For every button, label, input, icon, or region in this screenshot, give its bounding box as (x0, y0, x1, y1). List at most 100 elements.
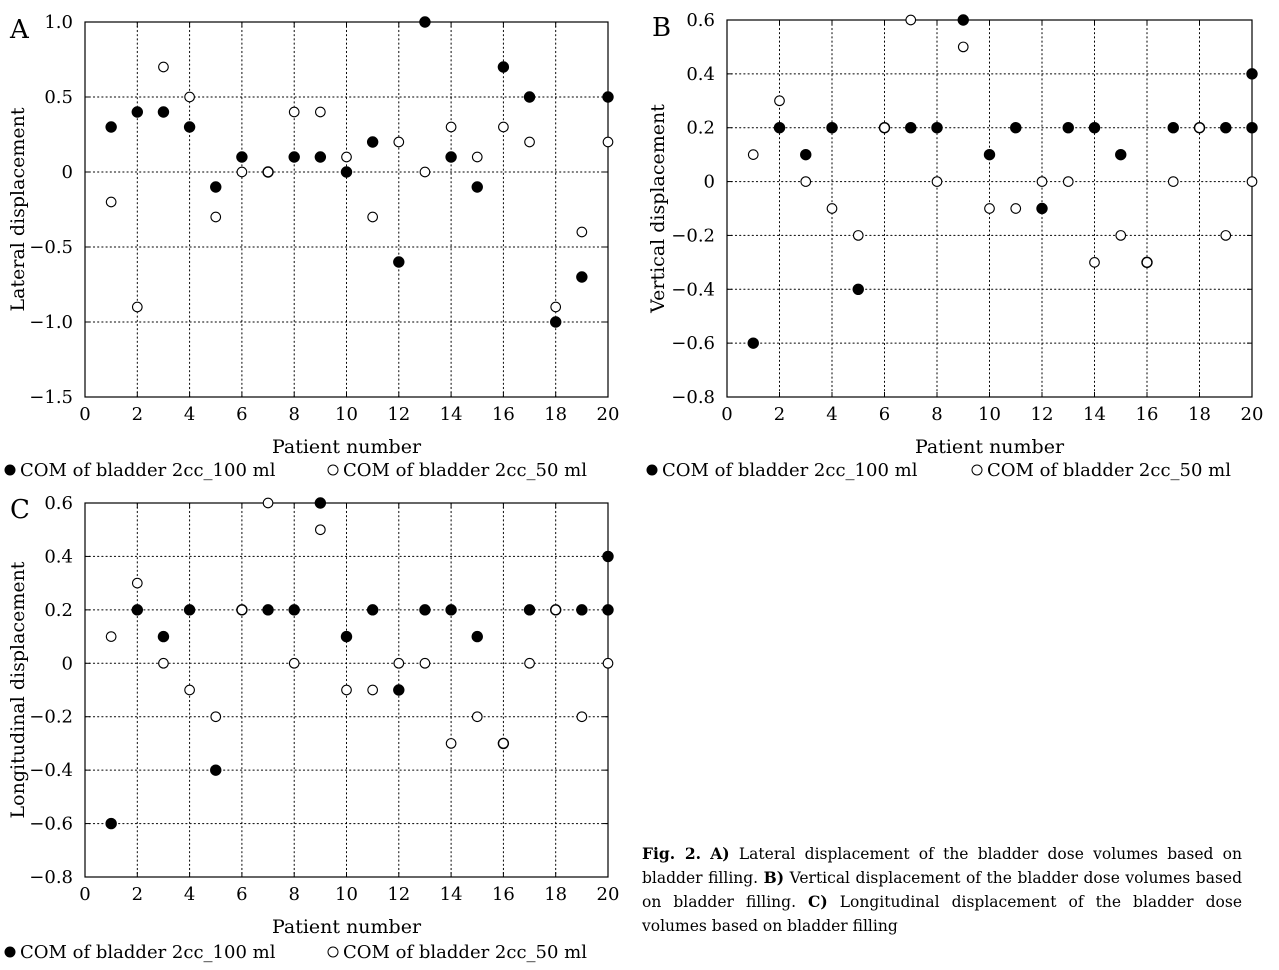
legend-label: COM of bladder 2cc_50 ml (987, 460, 1231, 481)
point-filled-100ml (1010, 122, 1022, 134)
legend-marker-open (327, 946, 339, 958)
point-open-50ml (1167, 176, 1179, 187)
point-filled-100ml (445, 151, 457, 163)
x-tick-label: 0 (721, 404, 732, 425)
point-filled-100ml (1115, 148, 1127, 161)
x-tick-label: 8 (288, 404, 299, 425)
point-open-50ml (1194, 122, 1205, 134)
caption-part-c-letter: C) (808, 892, 828, 911)
point-open-50ml (419, 166, 431, 178)
y-tick-label: 0.6 (44, 493, 73, 514)
y-tick-label: 0.2 (44, 600, 73, 621)
point-filled-100ml (550, 316, 562, 328)
x-tick-label: 20 (597, 884, 620, 905)
point-open-50ml (158, 657, 169, 669)
point-filled-100ml (314, 497, 327, 509)
caption-label: Fig. 2. (642, 844, 702, 863)
point-filled-100ml (366, 604, 379, 616)
point-open-50ml (1115, 230, 1127, 241)
x-tick-label: 20 (1241, 404, 1264, 425)
point-open-50ml (288, 657, 300, 669)
legend-label: COM of bladder 2cc_50 ml (343, 942, 587, 963)
x-tick-label: 6 (879, 404, 890, 425)
point-filled-100ml (236, 151, 248, 163)
point-open-50ml (341, 151, 352, 163)
point-open-50ml (498, 738, 509, 749)
y-tick-label: 0 (62, 653, 73, 674)
caption-part-a-letter: A) (710, 844, 730, 863)
point-filled-100ml (576, 604, 588, 616)
x-tick-label: 2 (774, 404, 785, 425)
legend-marker-open (971, 464, 983, 476)
point-filled-100ml (288, 151, 300, 163)
y-tick-label: 0.6 (686, 10, 715, 31)
y-tick-label: −1.0 (29, 312, 73, 333)
point-filled-100ml (314, 151, 327, 163)
x-tick-label: 16 (492, 404, 515, 425)
point-open-50ml (184, 91, 195, 103)
point-filled-100ml (105, 121, 117, 133)
x-tick-label: 10 (978, 404, 1001, 425)
y-tick-label: −0.8 (29, 867, 73, 888)
point-open-50ml (957, 41, 969, 53)
point-open-50ml (315, 524, 326, 536)
point-filled-100ml (523, 91, 536, 103)
point-open-50ml (262, 497, 274, 509)
y-tick-label: 0.4 (686, 64, 715, 85)
point-open-50ml (210, 211, 222, 223)
x-tick-label: 20 (597, 404, 620, 425)
point-filled-100ml (157, 630, 170, 643)
panel-c: 0 2 4 6 8 10 12 14 16 18 20 −0.8 −0.6 −0.4 −0.2 0 0.2 0.4… (4, 493, 620, 963)
point-open-50ml (800, 176, 812, 187)
x-tick-label: 16 (1136, 404, 1159, 425)
point-filled-100ml (905, 122, 917, 134)
panel-b: 0 2 4 6 8 10 12 14 16 18 20 −0.8 −0.6 −0.4 −0.2 0 0.2 0.4… (646, 10, 1264, 481)
point-filled-100ml (183, 121, 196, 133)
point-open-50ml (826, 203, 838, 214)
x-tick-label: 18 (544, 404, 567, 425)
point-open-50ml (445, 738, 457, 749)
caption-part-c-text: Longitudinal displacement of the bladder… (642, 893, 1243, 935)
x-tick-label: 18 (1188, 404, 1211, 425)
point-open-50ml (210, 711, 222, 723)
caption-part-b-letter: B) (763, 868, 785, 887)
x-axis-label: Patient number (915, 436, 1065, 458)
point-filled-100ml (1246, 68, 1258, 80)
x-tick-label: 14 (1083, 404, 1106, 425)
point-open-50ml (236, 166, 248, 178)
point-open-50ml (1141, 257, 1153, 268)
point-filled-100ml (747, 337, 759, 349)
x-tick-label: 12 (1031, 404, 1054, 425)
x-tick-label: 0 (79, 404, 90, 425)
legend-marker-filled (4, 464, 16, 476)
point-open-50ml (1010, 203, 1022, 214)
point-filled-100ml (523, 604, 536, 616)
y-tick-label: −0.5 (29, 237, 73, 258)
x-tick-label: 0 (79, 884, 90, 905)
point-filled-100ml (1246, 122, 1258, 134)
point-open-50ml (931, 176, 943, 187)
y-axis-label: Vertical displacement (647, 104, 669, 314)
y-tick-label: −0.2 (671, 225, 715, 246)
x-tick-label: 16 (492, 884, 515, 905)
x-tick-label: 12 (387, 884, 410, 905)
point-filled-100ml (340, 166, 353, 178)
point-filled-100ml (419, 604, 431, 616)
y-axis-label: Lateral displacement (7, 107, 29, 311)
x-tick-label: 6 (236, 884, 247, 905)
point-open-50ml (393, 136, 405, 148)
x-tick-label: 4 (184, 404, 195, 425)
point-filled-100ml (183, 604, 196, 616)
y-tick-label: −0.6 (29, 814, 73, 835)
x-tick-label: 10 (335, 404, 358, 425)
point-open-50ml (105, 196, 117, 208)
point-filled-100ml (1088, 122, 1101, 134)
point-filled-100ml (131, 604, 144, 616)
point-open-50ml (524, 136, 535, 148)
point-filled-100ml (157, 106, 170, 118)
y-tick-label: 0 (62, 162, 73, 183)
point-open-50ml (367, 211, 379, 223)
point-filled-100ml (1167, 122, 1179, 134)
point-open-50ml (158, 61, 169, 73)
